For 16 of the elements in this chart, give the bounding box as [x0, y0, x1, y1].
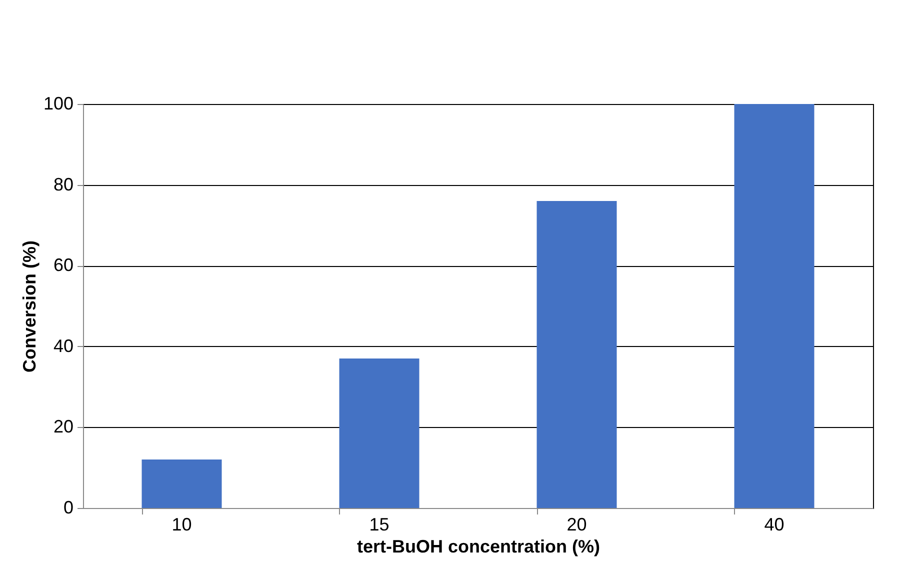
- y-tick-label: 0: [63, 498, 74, 518]
- y-tick-label: 40: [53, 336, 74, 356]
- y-tick-label: 20: [53, 416, 74, 437]
- x-tick-label: 15: [369, 514, 390, 534]
- x-axis-title: tert-BuOH concentration (%): [357, 536, 600, 556]
- y-tick-label: 60: [53, 255, 74, 276]
- y-axis-title: Conversion (%): [19, 240, 40, 373]
- bar: [734, 104, 814, 508]
- x-tick-label: 20: [566, 514, 587, 534]
- x-tick-label: 10: [172, 514, 192, 534]
- y-tick-label: 80: [53, 174, 74, 194]
- bar: [339, 358, 420, 508]
- x-tick-label: 40: [764, 514, 784, 534]
- bar: [536, 200, 617, 508]
- bar: [142, 460, 222, 508]
- y-tick-label: 100: [43, 94, 74, 114]
